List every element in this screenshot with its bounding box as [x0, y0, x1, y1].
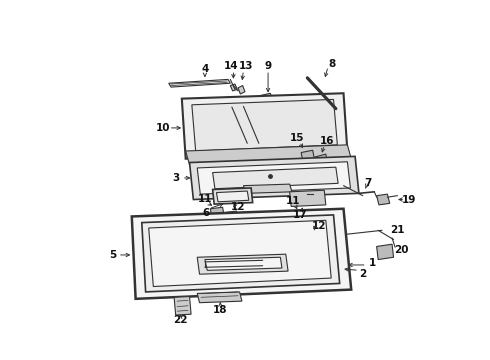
Polygon shape: [192, 99, 337, 151]
Text: 19: 19: [402, 194, 416, 204]
Text: 16: 16: [319, 136, 334, 146]
Polygon shape: [304, 214, 318, 226]
Polygon shape: [132, 209, 351, 299]
Polygon shape: [197, 162, 350, 194]
Polygon shape: [230, 84, 237, 91]
Polygon shape: [205, 257, 282, 270]
Polygon shape: [377, 244, 393, 260]
Polygon shape: [224, 211, 238, 222]
Text: 7: 7: [365, 177, 372, 188]
Polygon shape: [142, 215, 340, 292]
Polygon shape: [197, 254, 288, 274]
Polygon shape: [186, 145, 351, 165]
Text: 13: 13: [239, 61, 253, 71]
Text: 12: 12: [312, 221, 326, 231]
Text: 14: 14: [224, 61, 239, 71]
Text: 11: 11: [197, 194, 212, 204]
Polygon shape: [190, 156, 359, 199]
Polygon shape: [377, 194, 390, 205]
Polygon shape: [197, 292, 242, 303]
Text: 6: 6: [203, 208, 210, 217]
Polygon shape: [260, 93, 273, 103]
Polygon shape: [244, 184, 292, 193]
Polygon shape: [213, 188, 253, 204]
Text: 17: 17: [293, 210, 307, 220]
Text: 15: 15: [290, 133, 305, 143]
Polygon shape: [210, 207, 224, 218]
Text: 3: 3: [173, 173, 180, 183]
Text: 1: 1: [368, 258, 376, 269]
Text: 20: 20: [394, 244, 409, 255]
Polygon shape: [217, 191, 249, 202]
Text: 8: 8: [328, 59, 336, 69]
Polygon shape: [238, 86, 245, 94]
Text: 9: 9: [265, 61, 271, 71]
Text: 10: 10: [155, 123, 170, 133]
Text: 21: 21: [390, 225, 405, 235]
Text: 18: 18: [213, 305, 227, 315]
Polygon shape: [301, 150, 314, 161]
Polygon shape: [174, 297, 191, 315]
Polygon shape: [290, 190, 326, 206]
Polygon shape: [314, 154, 327, 166]
Polygon shape: [213, 167, 338, 189]
Text: 12: 12: [231, 202, 245, 212]
Text: 5: 5: [109, 250, 116, 260]
Text: 11: 11: [286, 196, 301, 206]
Polygon shape: [182, 93, 347, 159]
Polygon shape: [292, 210, 306, 220]
Text: 4: 4: [201, 64, 209, 73]
Polygon shape: [169, 80, 230, 87]
Text: 22: 22: [173, 315, 188, 325]
Text: 2: 2: [359, 269, 367, 279]
Polygon shape: [149, 220, 331, 287]
